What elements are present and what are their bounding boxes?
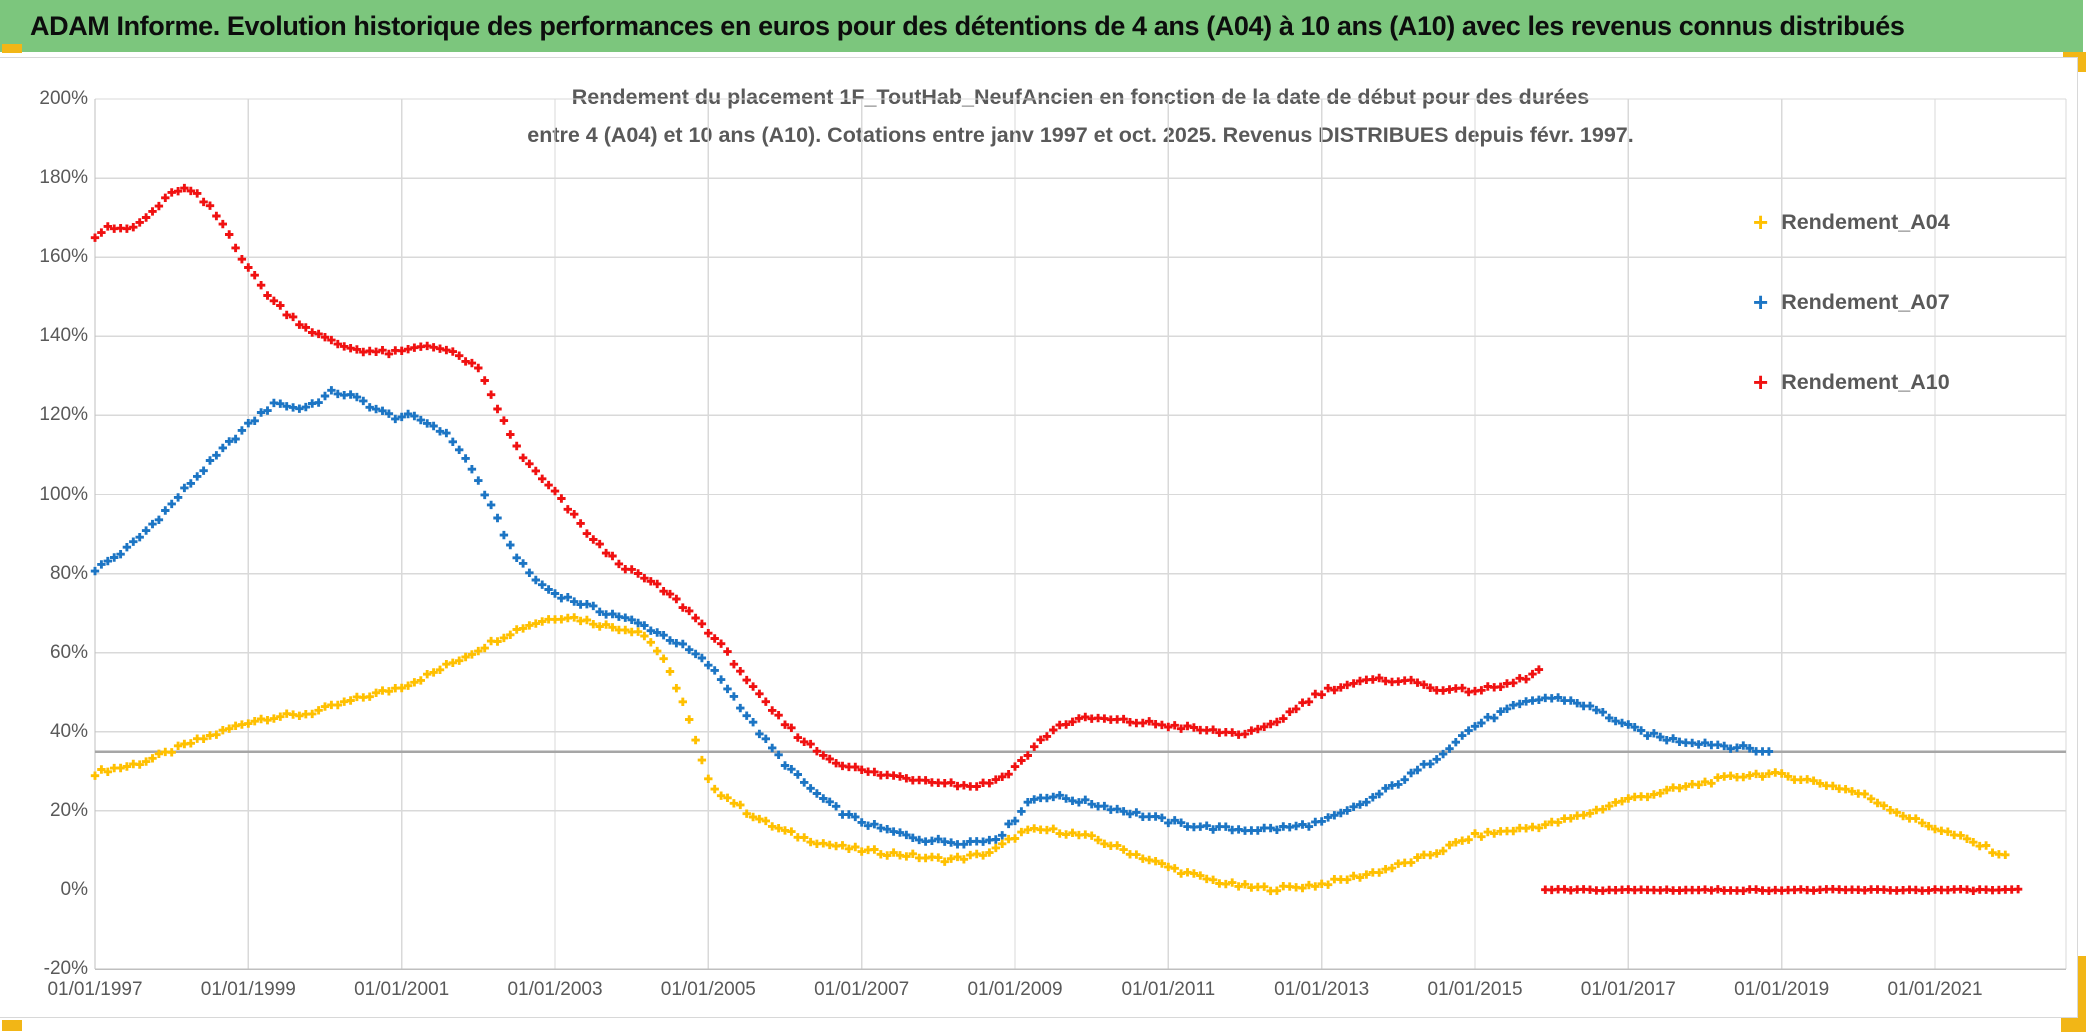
- y-axis-label-100%: 100%: [39, 483, 88, 505]
- accent-bottom-right-notch: [2061, 1018, 2086, 1032]
- y-axis-label-40%: 40%: [49, 720, 88, 742]
- legend-label: Rendement_A04: [1781, 209, 1950, 234]
- x-axis-label-2003: 01/01/2003: [507, 979, 603, 1000]
- accent-top-right-strip: [2078, 52, 2086, 72]
- accent-bottom-left: [2, 1020, 22, 1031]
- legend-label: Rendement_A10: [1781, 369, 1950, 394]
- legend-marker-icon: +: [1753, 287, 1769, 317]
- legend-label: Rendement_A07: [1781, 289, 1950, 314]
- y-axis-label-180%: 180%: [39, 167, 88, 189]
- legend-item-rendement_a04: + Rendement_A04: [1753, 205, 1950, 239]
- x-axis-label-2017: 01/01/2017: [1580, 979, 1676, 1000]
- y-axis-label-80%: 80%: [49, 562, 88, 584]
- y-axis-label-20%: 20%: [49, 799, 88, 821]
- chart-title-line2: entre 4 (A04) et 10 ans (A10). Cotations…: [527, 123, 1634, 147]
- y-axis-label-0%: 0%: [60, 879, 88, 900]
- y-axis-label-60%: 60%: [49, 641, 88, 663]
- chart-title: Rendement du placement 1F_ToutHab_NeufAn…: [95, 78, 2066, 154]
- chart-title-line1: Rendement du placement 1F_ToutHab_NeufAn…: [571, 85, 1590, 109]
- y-axis-label--20%: -20%: [43, 958, 88, 980]
- accent-bottom-right-strip: [2078, 956, 2086, 1032]
- x-axis-label-2005: 01/01/2005: [660, 979, 756, 1000]
- y-axis-label-200%: 200%: [39, 88, 88, 109]
- chart-frame: Rendement du placement 1F_ToutHab_NeufAn…: [0, 57, 2078, 1018]
- legend-item-rendement_a07: + Rendement_A07: [1753, 285, 1950, 319]
- legend-item-rendement_a10: + Rendement_A10: [1753, 365, 1950, 399]
- x-axis-label-2015: 01/01/2015: [1427, 979, 1523, 1000]
- x-axis-label-1997: 01/01/1997: [47, 979, 143, 1000]
- x-axis-label-2013: 01/01/2013: [1274, 979, 1370, 1000]
- x-axis-label-2007: 01/01/2007: [814, 979, 910, 1000]
- legend-marker-icon: +: [1753, 207, 1769, 237]
- x-axis-label-2019: 01/01/2019: [1734, 979, 1830, 1000]
- legend-marker-icon: +: [1753, 367, 1769, 397]
- x-axis-label-2021: 01/01/2021: [1887, 979, 1983, 1000]
- x-axis-label-2001: 01/01/2001: [354, 979, 450, 1000]
- accent-top-left: [2, 44, 22, 53]
- report-title: ADAM Informe. Evolution historique des p…: [30, 10, 1905, 41]
- y-axis-label-160%: 160%: [39, 246, 88, 268]
- x-axis-label-2011: 01/01/2011: [1121, 979, 1216, 1000]
- report-header-bar: ADAM Informe. Evolution historique des p…: [0, 0, 2083, 52]
- x-axis-label-1999: 01/01/1999: [200, 979, 296, 1000]
- x-axis-label-2009: 01/01/2009: [967, 979, 1063, 1000]
- y-axis-label-140%: 140%: [39, 325, 88, 347]
- y-axis-label-120%: 120%: [39, 404, 88, 426]
